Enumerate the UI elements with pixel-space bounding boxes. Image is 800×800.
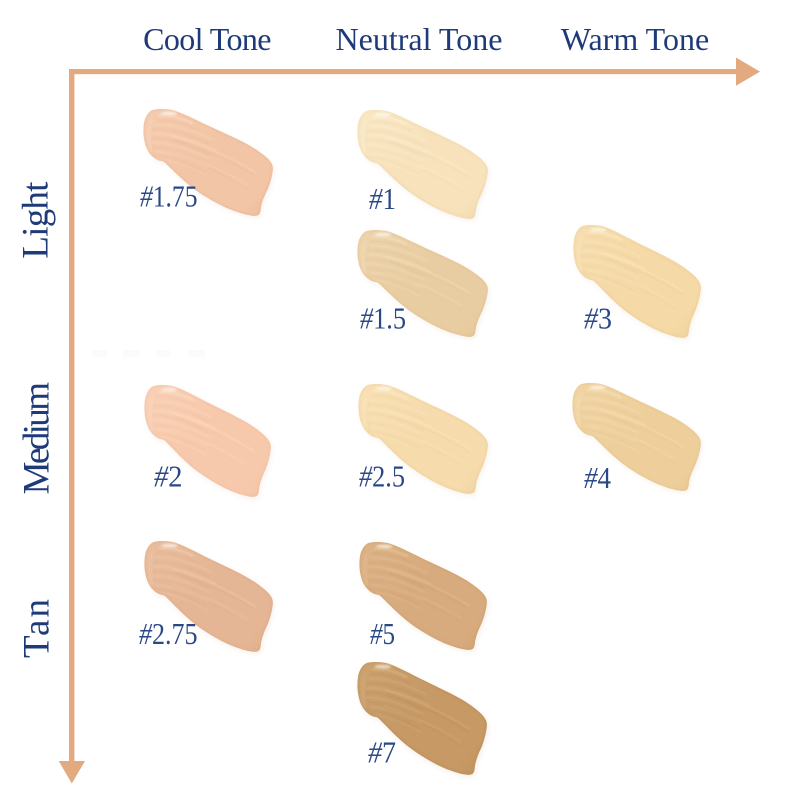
svg-text:#3: #3 xyxy=(584,301,612,336)
svg-text:#7: #7 xyxy=(368,735,396,770)
svg-text:#4: #4 xyxy=(584,460,611,495)
svg-text:#1: #1 xyxy=(369,181,396,216)
svg-text:Neutral Tone: Neutral Tone xyxy=(336,21,503,57)
svg-text:#1.75: #1.75 xyxy=(140,179,198,214)
svg-text:Tan: Tan xyxy=(17,597,58,658)
svg-text:Light: Light xyxy=(16,181,57,259)
svg-text:#2: #2 xyxy=(154,459,183,494)
svg-text:Cool Tone: Cool Tone xyxy=(143,21,271,57)
svg-text:#5: #5 xyxy=(370,616,395,651)
svg-text:Medium: Medium xyxy=(17,382,58,495)
svg-text:#2.75: #2.75 xyxy=(139,616,198,651)
svg-text:Warm Tone: Warm Tone xyxy=(561,21,709,57)
svg-text:#2.5: #2.5 xyxy=(359,459,405,494)
svg-text:#1.5: #1.5 xyxy=(360,301,406,336)
